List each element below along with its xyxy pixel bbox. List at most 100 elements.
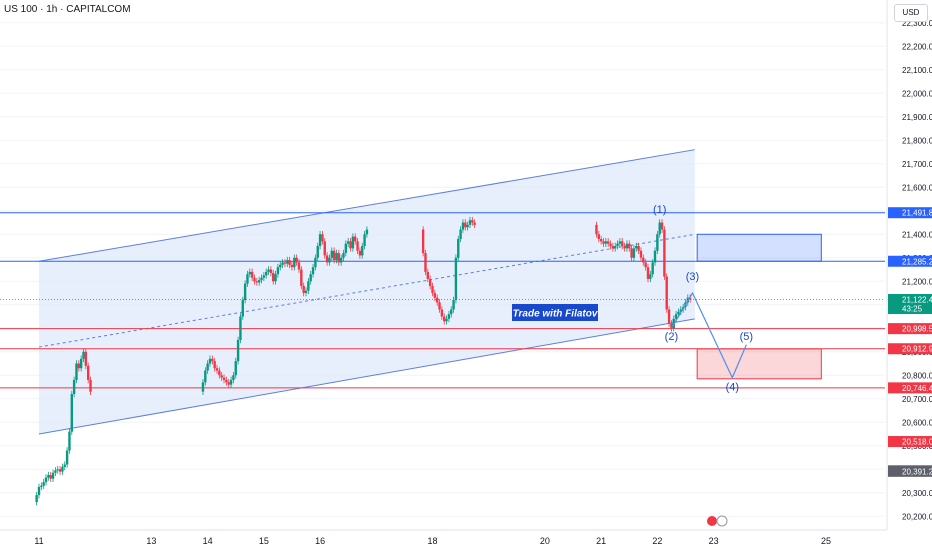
price-label: 21,285.2 — [902, 257, 932, 266]
target-zone — [696, 348, 822, 380]
candle-body — [604, 241, 608, 244]
candle-body — [618, 241, 622, 244]
time-tick-label: 16 — [315, 536, 325, 546]
candle-body — [201, 382, 205, 392]
candle-body — [82, 351, 85, 359]
candle-body — [225, 379, 228, 383]
candle-body — [286, 260, 289, 264]
candle-body — [58, 469, 62, 472]
candle-body — [679, 309, 682, 312]
candle-body — [644, 262, 647, 268]
price-label: 20,391.2 — [902, 467, 932, 476]
wave-label: (1) — [653, 204, 666, 216]
candle-body — [356, 241, 359, 251]
candle-body — [665, 276, 668, 310]
candle-body — [283, 262, 287, 264]
candles — [35, 216, 692, 506]
candle-body — [323, 241, 326, 256]
time-tick-label: 15 — [259, 536, 269, 546]
author-label-bg — [512, 304, 598, 321]
candle-body — [635, 246, 638, 249]
candle-body — [433, 293, 437, 298]
candle-body — [290, 264, 294, 268]
candle-body — [361, 246, 364, 256]
price-label: 20,912.9 — [902, 345, 932, 354]
time-tick-label: 23 — [709, 536, 719, 546]
time-tick-label: 18 — [427, 536, 437, 546]
candle-body — [227, 382, 230, 385]
candle-body — [457, 238, 460, 258]
price-label: 20,998.5 — [902, 325, 932, 334]
candle-body — [332, 250, 336, 261]
candle-body — [649, 274, 652, 279]
candle-body — [293, 257, 296, 268]
candle-body — [464, 222, 467, 228]
candle-body — [443, 316, 446, 322]
candle-body — [628, 243, 631, 249]
candle-body — [599, 238, 603, 242]
candle-body — [302, 285, 305, 294]
wave-label: (2) — [665, 331, 678, 343]
candle-body — [354, 236, 357, 242]
candle-body — [89, 379, 92, 392]
wave-label: (5) — [740, 331, 753, 343]
candle-body — [208, 358, 212, 364]
chart-title: US 100 · 1h · CAPITALCOM — [4, 4, 131, 15]
candle-body — [339, 257, 343, 263]
candle-body — [595, 224, 598, 235]
candle-body — [264, 271, 268, 276]
candle-body — [61, 466, 64, 472]
candle-body — [344, 243, 348, 254]
candle-body — [65, 450, 69, 465]
candle-body — [445, 318, 448, 322]
price-tick-label: 22,000.0 — [902, 89, 932, 98]
candle-body — [616, 243, 619, 247]
candle-body — [318, 234, 322, 247]
candle-body — [311, 267, 315, 275]
candle-body — [328, 257, 331, 263]
candle-body — [450, 309, 453, 315]
candle-body — [660, 222, 664, 230]
candle-body — [459, 229, 462, 239]
candle-body — [606, 241, 610, 244]
candle-body — [220, 375, 223, 378]
candle-body — [239, 316, 242, 341]
candle-body — [86, 365, 90, 380]
channel-lower-line — [38, 318, 695, 435]
candle-body — [646, 267, 650, 279]
candle-body — [279, 264, 282, 268]
candle-body — [454, 257, 458, 301]
price-tick-label: 21,800.0 — [902, 136, 932, 145]
time-tick-label: 14 — [203, 536, 213, 546]
candle-body — [630, 248, 633, 258]
candle-body — [358, 250, 362, 256]
candle-body — [204, 370, 207, 383]
price-label-bg — [888, 343, 932, 355]
candle-body — [63, 464, 66, 467]
price-label: 20,746.4 — [902, 384, 932, 393]
price-tick-label: 21,200.0 — [902, 277, 932, 286]
candle-body — [667, 309, 671, 324]
price-tick-label: 21,700.0 — [902, 160, 932, 169]
candle-body — [435, 297, 439, 303]
candle-body — [241, 300, 244, 317]
candle-body — [253, 277, 256, 282]
candle-body — [452, 300, 455, 310]
time-tick-label: 25 — [821, 536, 831, 546]
candle-body — [314, 257, 317, 268]
candle-body — [300, 269, 303, 286]
candle-body — [206, 363, 209, 371]
candle-body — [639, 250, 643, 258]
candle-body — [35, 495, 38, 503]
currency-button[interactable]: USD — [894, 4, 928, 22]
event-flash-icon — [707, 516, 717, 526]
price-label: 21,122.4 — [902, 296, 932, 305]
price-label-bg — [888, 207, 932, 219]
candle-body — [351, 236, 355, 249]
price-tick-label: 20,700.0 — [902, 395, 932, 404]
candle-body — [621, 241, 624, 247]
candle-body — [77, 363, 81, 369]
candle-body — [75, 363, 78, 380]
